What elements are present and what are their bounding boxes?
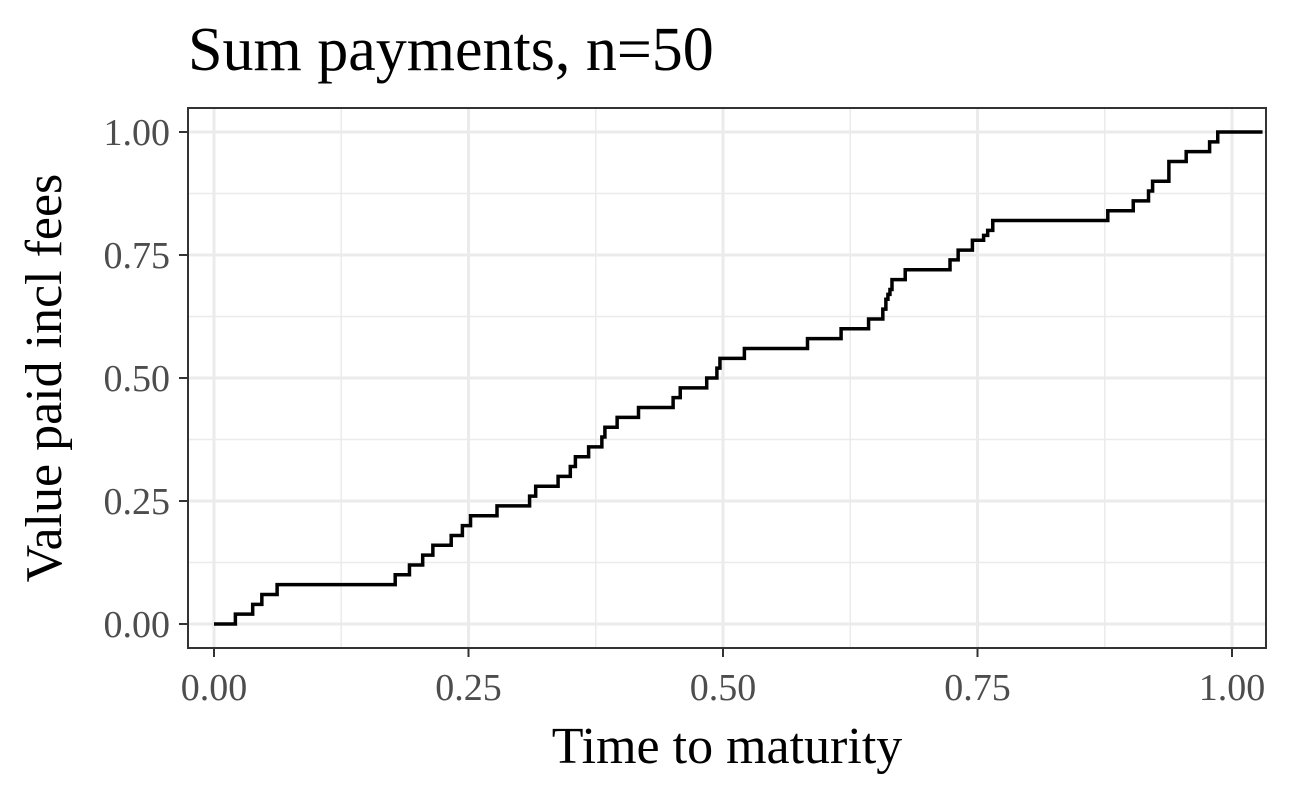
x-tick-label: 0.50 bbox=[690, 667, 757, 709]
x-tick-label: 0.75 bbox=[944, 667, 1011, 709]
series-line bbox=[214, 130, 1263, 626]
x-tick-label: 0.00 bbox=[181, 667, 248, 709]
x-tick-label: 1.00 bbox=[1199, 667, 1266, 709]
x-axis-title: Time to maturity bbox=[552, 718, 903, 775]
x-axis: 0.00 0.25 0.50 0.75 1.00 bbox=[181, 648, 1266, 709]
y-tick-label: 0.25 bbox=[104, 481, 171, 523]
y-tick-label: 0.00 bbox=[104, 604, 171, 646]
y-tick-label: 0.75 bbox=[104, 235, 171, 277]
y-axis: 0.00 0.25 0.50 0.75 1.00 bbox=[104, 112, 188, 646]
chart-title: Sum payments, n=50 bbox=[188, 16, 714, 84]
y-tick-label: 0.50 bbox=[104, 358, 171, 400]
grid bbox=[188, 108, 1266, 648]
x-tick-label: 0.25 bbox=[435, 667, 502, 709]
y-axis-title: Value paid incl fees bbox=[16, 174, 73, 583]
y-tick-label: 1.00 bbox=[104, 112, 171, 154]
